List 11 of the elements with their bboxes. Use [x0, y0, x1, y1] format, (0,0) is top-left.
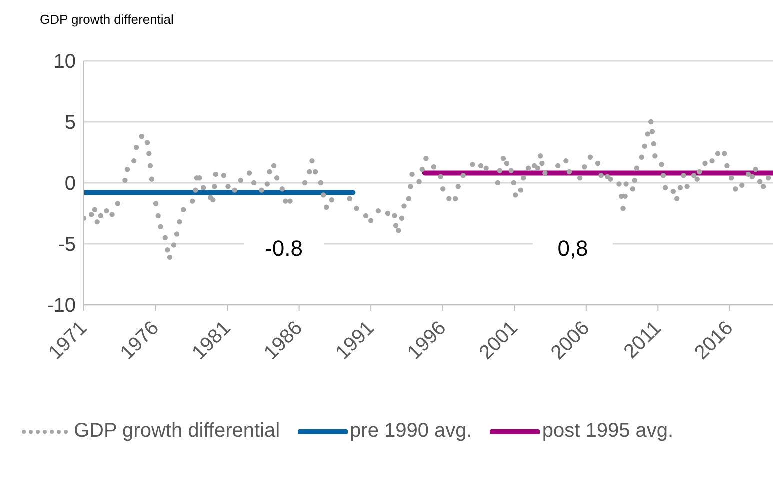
y-tick-label: 10	[54, 51, 76, 74]
y-tick-label: 0	[64, 173, 76, 196]
y-tick-label: -10	[47, 295, 76, 318]
annotation: -0.8	[244, 236, 324, 262]
legend-label: GDP growth differential	[74, 420, 280, 443]
y-tick-label: -5	[58, 234, 76, 256]
legend-label: pre 1990 avg.	[350, 420, 472, 443]
y-tick-label: 5	[64, 112, 76, 134]
chart-title: GDP growth differential	[40, 12, 174, 27]
legend-label: post 1995 avg.	[542, 420, 674, 443]
annotation: 0,8	[533, 236, 613, 262]
